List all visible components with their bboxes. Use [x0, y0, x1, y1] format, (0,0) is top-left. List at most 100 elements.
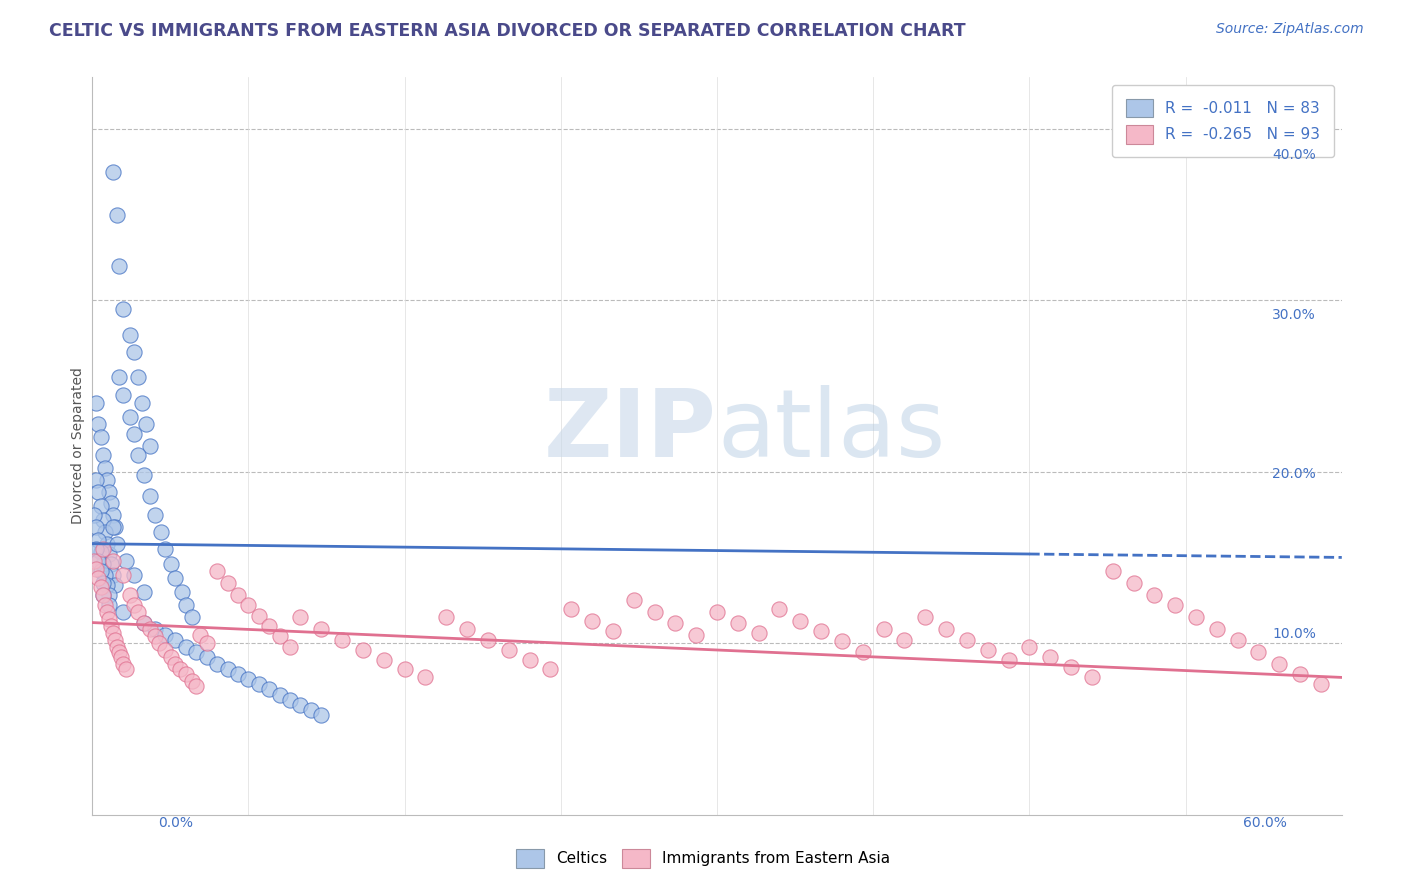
Point [1018, 640, 1040, 654]
Point [644, 605, 666, 619]
Point [205, 657, 228, 671]
Point [86, 396, 108, 410]
Point [89, 499, 111, 513]
Point [112, 567, 135, 582]
Point [149, 524, 172, 539]
Point [110, 649, 132, 664]
Point [104, 578, 127, 592]
Point [87, 533, 110, 548]
Point [122, 567, 145, 582]
Point [352, 643, 374, 657]
Point [727, 615, 749, 630]
Point [100, 558, 122, 572]
Point [96, 473, 118, 487]
Point [91, 576, 114, 591]
Point [434, 610, 457, 624]
Point [91, 448, 114, 462]
Text: ZIP: ZIP [544, 385, 717, 477]
Point [83, 554, 105, 568]
Point [86, 562, 108, 576]
Point [112, 387, 135, 401]
Point [87, 554, 110, 568]
Point [148, 636, 170, 650]
Point [768, 602, 790, 616]
Point [685, 627, 707, 641]
Point [114, 554, 136, 568]
Point [86, 541, 108, 556]
Point [135, 417, 157, 431]
Point [91, 541, 114, 556]
Point [1143, 588, 1166, 602]
Point [105, 640, 128, 654]
Point [831, 634, 853, 648]
Point [143, 629, 166, 643]
Point [100, 619, 122, 633]
Point [872, 623, 894, 637]
Point [914, 610, 936, 624]
Point [87, 571, 110, 585]
Point [311, 708, 333, 723]
Point [217, 662, 239, 676]
Point [893, 632, 915, 647]
Point [153, 541, 176, 556]
Point [101, 165, 124, 179]
Text: 20.0%: 20.0% [1272, 467, 1316, 482]
Point [1164, 599, 1187, 613]
Point [174, 640, 197, 654]
Point [373, 653, 395, 667]
Point [1205, 623, 1227, 637]
Point [89, 580, 111, 594]
Text: 40.0%: 40.0% [1272, 148, 1316, 162]
Point [101, 508, 124, 522]
Point [134, 615, 156, 630]
Point [100, 495, 122, 509]
Point [706, 605, 728, 619]
Point [186, 645, 208, 659]
Point [935, 623, 957, 637]
Point [748, 625, 770, 640]
Point [122, 344, 145, 359]
Point [181, 610, 204, 624]
Point [93, 567, 115, 582]
Point [127, 370, 149, 384]
Point [278, 640, 301, 654]
Point [226, 667, 249, 681]
Point [104, 632, 127, 647]
Point [1289, 667, 1312, 681]
Point [169, 662, 191, 676]
Point [153, 643, 176, 657]
Text: atlas: atlas [717, 385, 945, 477]
Point [602, 624, 624, 639]
Point [1310, 677, 1333, 691]
Point [91, 588, 114, 602]
Point [195, 636, 218, 650]
Legend: R =  -0.011   N = 83, R =  -0.265   N = 93: R = -0.011 N = 83, R = -0.265 N = 93 [1112, 85, 1334, 158]
Point [139, 623, 162, 637]
Point [247, 608, 270, 623]
Point [108, 370, 131, 384]
Point [170, 584, 193, 599]
Point [160, 649, 183, 664]
Point [108, 259, 131, 273]
Point [519, 653, 541, 667]
Point [311, 623, 333, 637]
Point [104, 519, 127, 533]
Point [105, 537, 128, 551]
Point [1081, 670, 1104, 684]
Legend: Celtics, Immigrants from Eastern Asia: Celtics, Immigrants from Eastern Asia [503, 837, 903, 880]
Point [118, 327, 141, 342]
Point [101, 625, 124, 640]
Point [238, 599, 260, 613]
Point [97, 485, 120, 500]
Point [122, 599, 145, 613]
Point [134, 584, 156, 599]
Point [290, 698, 312, 712]
Point [83, 508, 105, 522]
Point [186, 679, 208, 693]
Point [93, 524, 115, 539]
Point [1101, 564, 1123, 578]
Point [101, 567, 124, 582]
Point [112, 657, 135, 671]
Text: 60.0%: 60.0% [1243, 816, 1288, 830]
Point [1226, 632, 1249, 647]
